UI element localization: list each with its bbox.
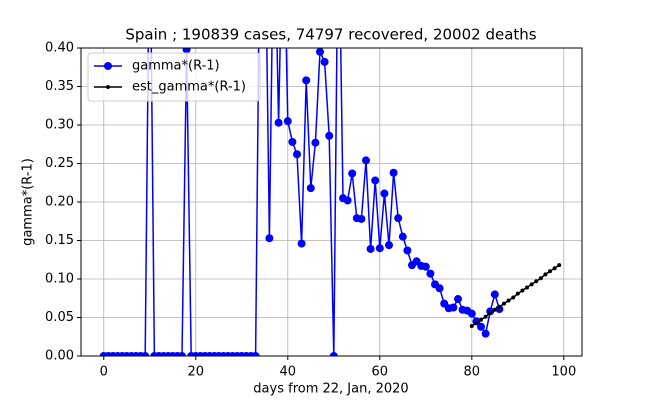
data-point: [394, 214, 403, 223]
data-point: [375, 244, 384, 253]
data-point: [251, 352, 260, 356]
data-point: [477, 322, 486, 331]
legend: gamma*(R-1) est_gamma*(R-1): [87, 52, 261, 102]
data-point: [515, 291, 520, 296]
y-tick-label: 0.25: [45, 156, 74, 171]
data-point: [371, 176, 380, 185]
data-point: [366, 244, 375, 253]
data-point: [495, 305, 504, 314]
data-point: [511, 295, 516, 300]
y-tick-label: 0.30: [45, 118, 74, 133]
x-tick-label: 60: [372, 365, 389, 380]
data-point: [449, 303, 458, 312]
data-point: [454, 295, 463, 304]
data-point: [362, 156, 371, 165]
y-tick-label: 0.40: [45, 41, 74, 56]
x-tick-label: 80: [464, 365, 481, 380]
data-point: [265, 234, 274, 243]
data-point: [492, 307, 497, 312]
chart-title: Spain ; 190839 cases, 74797 recovered, 2…: [125, 26, 536, 44]
data-point: [306, 184, 315, 193]
data-point: [403, 246, 412, 255]
data-point: [320, 57, 329, 66]
data-point: [497, 304, 502, 309]
legend-label: gamma*(R-1): [132, 59, 220, 74]
data-point: [488, 310, 493, 315]
data-point: [348, 169, 357, 178]
y-tick-label: 0.10: [45, 272, 74, 287]
data-point: [182, 48, 191, 54]
data-point: [520, 288, 525, 293]
data-point: [557, 263, 562, 268]
data-point: [141, 352, 150, 356]
data-point: [481, 329, 490, 338]
data-point: [297, 239, 306, 248]
data-point: [292, 150, 301, 159]
data-point: [502, 301, 507, 306]
data-point: [343, 196, 352, 205]
data-point: [288, 137, 297, 146]
data-point: [435, 284, 444, 293]
data-point: [543, 272, 548, 277]
data-point: [315, 48, 324, 56]
data-point: [525, 285, 530, 290]
plot-area: [99, 48, 562, 356]
data-point: [534, 279, 539, 284]
data-point: [380, 189, 389, 198]
data-point: [479, 317, 484, 322]
data-point: [474, 320, 479, 325]
y-tick-label: 0.15: [45, 233, 74, 248]
x-tick-label: 20: [188, 365, 205, 380]
data-point: [506, 298, 511, 303]
y-tick-label: 0.35: [45, 79, 74, 94]
x-tick-label: 40: [280, 365, 297, 380]
y-tick-label: 0.20: [45, 195, 74, 210]
legend-box: [87, 52, 261, 102]
data-point: [177, 352, 186, 356]
data-point: [426, 269, 435, 278]
data-point: [421, 262, 430, 271]
data-point: [548, 269, 553, 274]
data-point: [552, 266, 557, 271]
x-tick-label: 100: [551, 365, 576, 380]
data-point: [529, 282, 534, 287]
data-point: [274, 118, 283, 127]
data-point: [483, 314, 488, 319]
x-axis-label: days from 22, Jan, 2020: [253, 382, 408, 397]
data-point: [283, 117, 292, 126]
data-point: [357, 214, 366, 223]
y-tick-label: 0.00: [45, 349, 74, 364]
data-point: [469, 323, 474, 328]
axes-frame: [80, 47, 583, 357]
data-point: [311, 138, 320, 147]
data-point: [398, 232, 407, 241]
legend-marker: [104, 62, 112, 70]
data-point: [329, 352, 338, 356]
data-point: [325, 131, 334, 140]
data-point: [490, 290, 499, 299]
data-point: [389, 168, 398, 177]
data-point: [385, 241, 394, 250]
data-point: [467, 309, 476, 318]
legend-label: est_gamma*(R-1): [132, 80, 246, 95]
data-point: [538, 276, 543, 281]
legend-marker: [106, 85, 110, 89]
y-tick-label: 0.05: [45, 310, 74, 325]
data-point: [302, 76, 311, 85]
y-axis-label: gamma*(R-1): [21, 158, 36, 246]
x-tick-label: 0: [100, 365, 108, 380]
